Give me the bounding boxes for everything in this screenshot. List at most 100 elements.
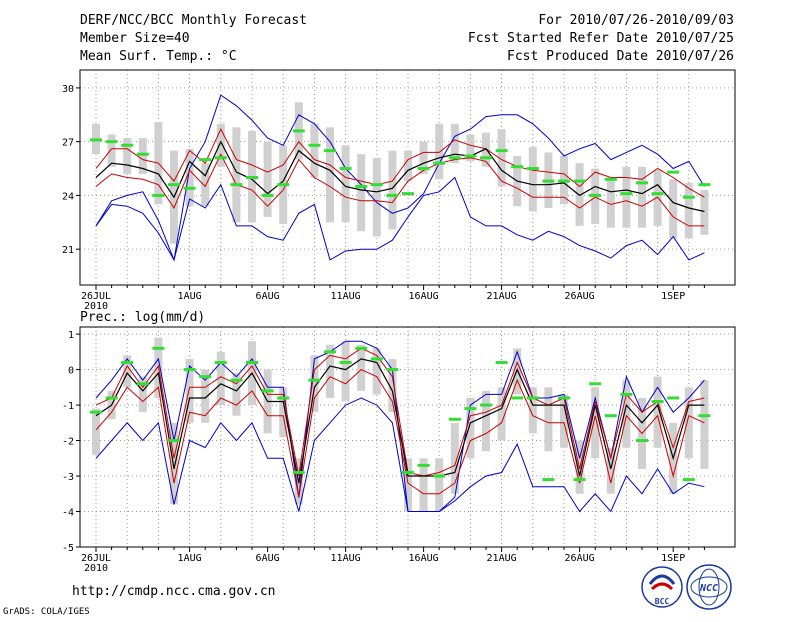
x-tick-label: 11AUG	[331, 291, 361, 302]
spread-box	[185, 148, 194, 207]
obs-marker	[402, 192, 414, 196]
spread-box	[497, 387, 506, 441]
obs-marker	[682, 478, 695, 482]
x-tick-label: 26JUL	[81, 291, 111, 302]
spread-box	[700, 190, 709, 235]
y-tick-label: -3	[62, 472, 74, 483]
obs-marker	[277, 183, 290, 187]
spread-box	[404, 458, 412, 512]
obs-marker	[448, 417, 461, 421]
obs-marker	[339, 167, 352, 171]
spread-box	[216, 351, 225, 406]
y-tick-label: -4	[62, 508, 74, 519]
obs-marker	[480, 403, 492, 407]
spread-box	[575, 163, 584, 226]
forecast-produced-date: Fcst Produced Date 2010/07/26	[507, 49, 734, 64]
obs-marker	[667, 396, 680, 400]
obs-marker	[651, 400, 664, 404]
y-tick-label: 21	[62, 245, 74, 256]
spread-box	[450, 422, 459, 494]
obs-marker	[417, 463, 430, 467]
series-lower-line	[95, 369, 705, 498]
temperature-frame	[79, 69, 736, 286]
obs-marker	[698, 183, 711, 187]
obs-marker	[214, 360, 227, 364]
temp-variable-label: Mean Surf. Temp.: °C	[80, 49, 237, 64]
obs-marker	[589, 382, 602, 386]
obs-marker	[355, 184, 368, 188]
obs-marker	[433, 474, 446, 478]
spread-box	[435, 458, 444, 512]
precip-variable-label: Prec.: log(mm/d)	[80, 310, 205, 325]
x-tick-label: 26AUG	[565, 553, 595, 564]
spread-box	[419, 141, 428, 174]
figure-title: DERF/NCC/BCC Monthly Forecast	[80, 13, 307, 28]
spread-box	[606, 447, 615, 494]
obs-marker	[636, 439, 648, 443]
spread-box	[185, 358, 194, 423]
spread-box	[326, 127, 334, 223]
x-tick-label: 26AUG	[565, 291, 595, 302]
source-url: http://cmdp.ncc.cma.gov.cn	[72, 584, 276, 599]
obs-marker	[308, 143, 321, 147]
obs-marker	[667, 170, 680, 174]
x-tick-label: 21AUG	[487, 553, 517, 564]
spread-box	[528, 387, 537, 434]
obs-marker	[417, 167, 430, 171]
series-upper-line	[95, 127, 705, 198]
obs-marker	[589, 193, 602, 197]
member-size: Member Size=40	[80, 31, 190, 46]
spread-box	[622, 166, 631, 228]
obs-marker	[651, 192, 664, 196]
obs-marker	[292, 470, 305, 474]
x-tick-label: 16AUG	[409, 553, 439, 564]
spread-box	[310, 355, 319, 413]
spread-box	[372, 157, 381, 237]
spread-box	[279, 387, 288, 437]
spread-box	[419, 458, 428, 512]
y-tick-label: -2	[62, 437, 74, 448]
x-tick-label: 6AUG	[256, 291, 280, 302]
temperature-panel: 21 24 27 30 26JUL 1AUG 6AUG 11AUG 16AUG 21AUG 26AU…	[62, 70, 735, 312]
forecast-period: For 2010/07/26-2010/09/03	[538, 13, 734, 28]
forecast-start-date: Fcst Started Refer Date 2010/07/25	[468, 31, 734, 46]
spread-box	[513, 348, 522, 395]
obs-marker	[558, 179, 570, 183]
x-tick-label: 1SEP	[661, 291, 685, 302]
spread-box	[404, 150, 412, 182]
spread-box	[123, 138, 132, 174]
x-year-label: 2010	[84, 301, 108, 312]
spread-box	[201, 369, 210, 423]
obs-marker	[542, 179, 555, 183]
obs-marker	[604, 177, 617, 181]
x-tick-label: 6AUG	[256, 553, 280, 564]
obs-marker	[105, 396, 118, 400]
obs-marker	[558, 396, 570, 400]
spread-box	[310, 123, 319, 178]
obs-marker	[230, 378, 243, 382]
spread-box	[201, 163, 210, 207]
series-lower-line	[95, 153, 705, 227]
obs-marker	[604, 414, 617, 418]
spread-box	[388, 358, 397, 413]
obs-marker	[292, 129, 305, 133]
spread-box	[606, 179, 615, 228]
obs-marker	[183, 186, 196, 190]
spread-box	[638, 166, 646, 228]
spread-box	[216, 123, 225, 167]
obs-marker	[480, 156, 492, 160]
svg-text:BCC: BCC	[655, 597, 670, 606]
spread-box	[482, 390, 490, 452]
spread-box	[653, 170, 662, 226]
series-min-line	[95, 397, 705, 513]
obs-marker	[308, 378, 321, 382]
y-tick-label: -5	[62, 543, 74, 554]
spread-box	[684, 387, 693, 459]
spread-box	[92, 408, 100, 455]
bcc-logo: BCC	[641, 566, 683, 608]
obs-marker	[573, 179, 586, 183]
spread-box	[357, 154, 366, 232]
obs-marker	[433, 161, 446, 165]
spread-box	[466, 134, 475, 162]
